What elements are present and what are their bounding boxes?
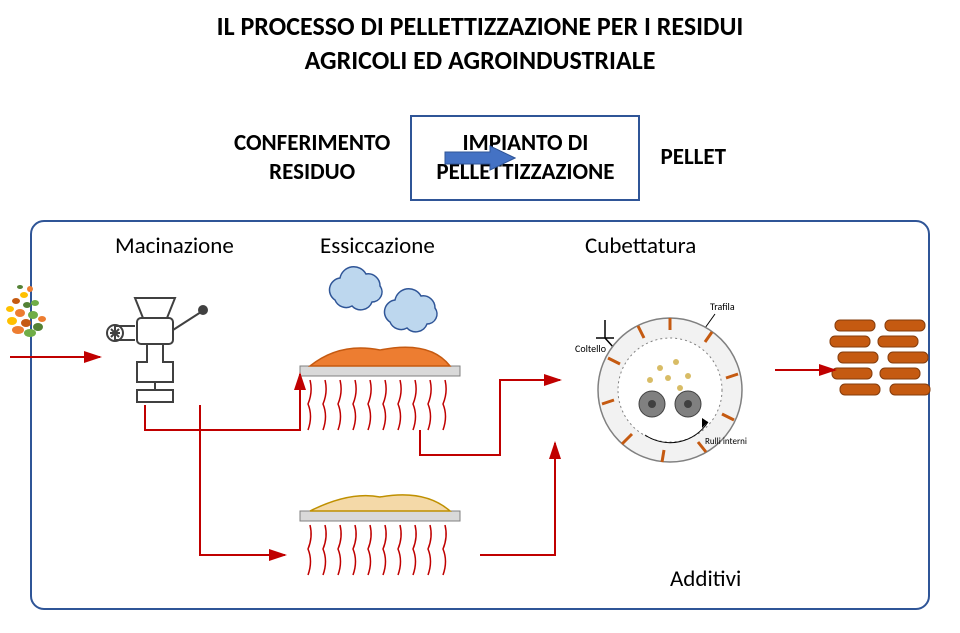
stage-cubettatura-label: Cubettatura xyxy=(585,232,696,260)
additivi-label: Additivi xyxy=(670,565,741,593)
stage-macinazione-label: Macinazione xyxy=(115,232,234,260)
detail-box xyxy=(30,220,930,610)
residue-pile-icon xyxy=(0,275,55,350)
coltello-label: Coltello xyxy=(575,342,606,355)
drying-top-icon xyxy=(280,270,480,440)
drying-bottom-icon xyxy=(280,475,480,605)
pellet-die-icon: Coltello Trafila Rulli interni xyxy=(550,280,780,480)
flow-input: CONFERIMENTO RESIDUO xyxy=(234,129,390,187)
flow-row: CONFERIMENTO RESIDUO IMPIANTO DI PELLETT… xyxy=(0,115,960,201)
flow-output: PELLET xyxy=(660,143,726,172)
grinder-icon xyxy=(95,290,215,410)
rulli-label: Rulli interni xyxy=(705,436,747,447)
page-title: IL PROCESSO DI PELLETTIZZAZIONE PER I RE… xyxy=(0,10,960,78)
trafila-label: Trafila xyxy=(710,300,735,313)
pellet-stack-icon xyxy=(830,310,950,420)
arrow-icon xyxy=(445,146,515,170)
title-line2: AGRICOLI ED AGROINDUSTRIALE xyxy=(305,44,656,76)
stage-essiccazione-label: Essiccazione xyxy=(320,232,435,260)
title-line1: IL PROCESSO DI PELLETTIZZAZIONE PER I RE… xyxy=(217,10,744,42)
